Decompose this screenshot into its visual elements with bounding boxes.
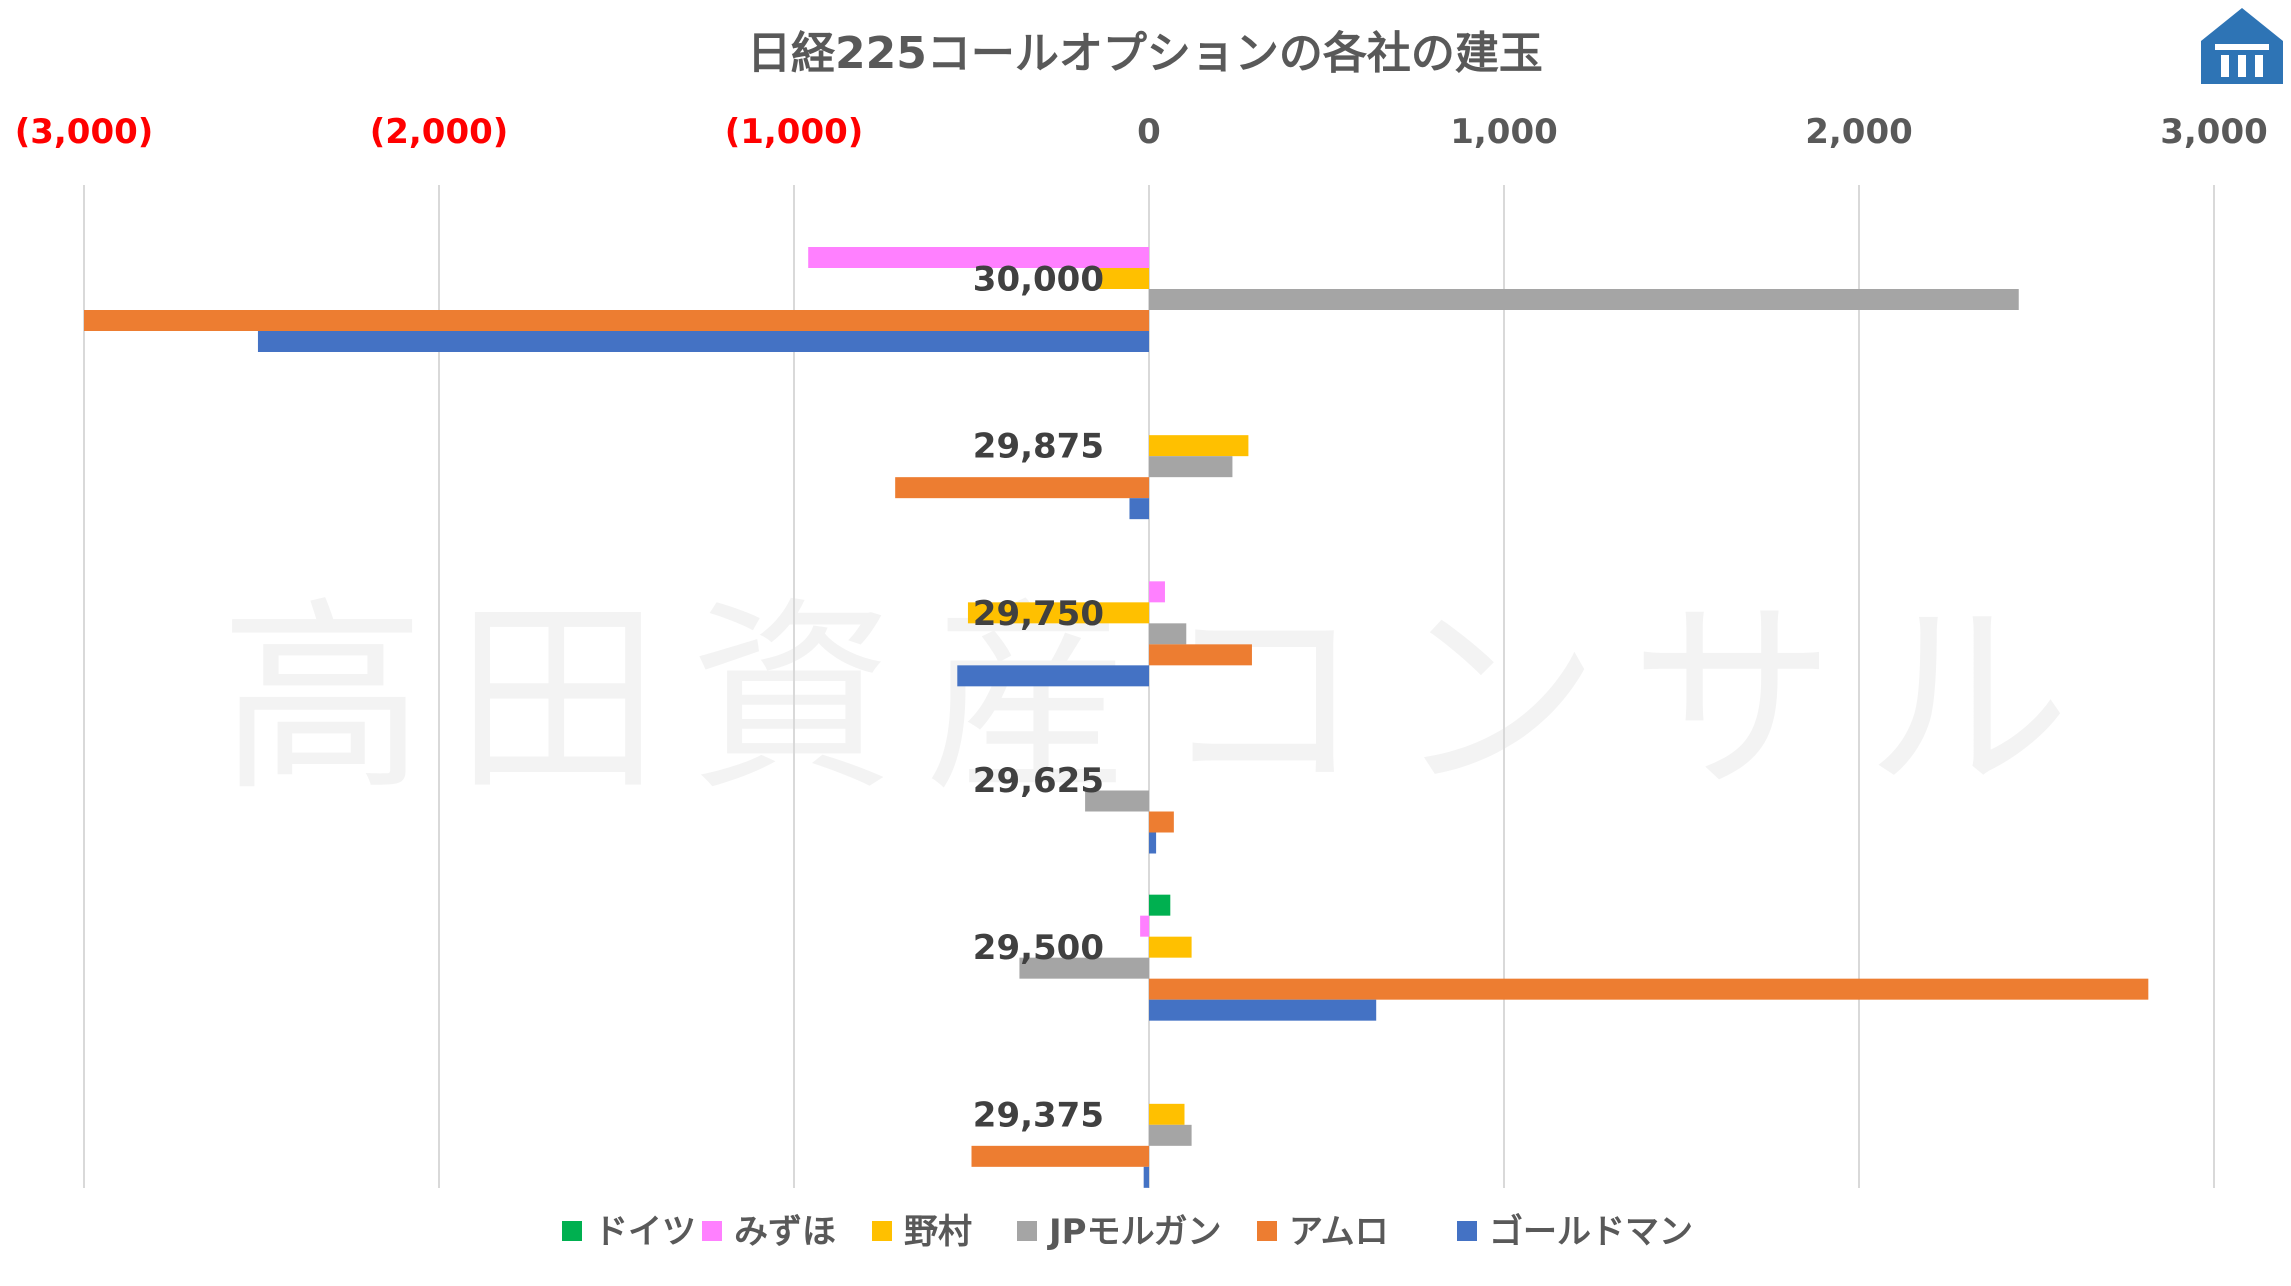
bar [1149,999,1377,1021]
category-label: 29,750 [973,594,1104,634]
bar [1149,456,1233,478]
legend-label: みずほ [734,1212,836,1252]
logo-bar-2 [2238,55,2246,77]
bar [1149,289,2019,310]
legend-swatch [562,1221,582,1241]
bar [1149,936,1192,958]
legend-swatch [1017,1221,1037,1241]
legend-swatch [1457,1221,1477,1241]
category-label: 29,625 [973,761,1104,801]
bar [1149,978,2149,1000]
bar [971,1145,1149,1167]
x-tick-label: (2,000) [370,112,509,152]
legend-label: 野村 [904,1212,972,1252]
legend-label: アムロ [1289,1212,1389,1252]
bar [1149,644,1252,666]
bar [1149,1124,1192,1146]
bar [1085,790,1149,812]
bars [84,247,2149,1188]
x-axis-ticks: (3,000) (2,000) (1,000) 0 1,000 2,000 3,000 [15,112,2268,152]
bar [967,602,1149,624]
category-label: 29,375 [973,1095,1104,1135]
category-label: 29,500 [973,928,1104,968]
bar [84,310,1149,331]
x-tick-label: (3,000) [15,112,154,152]
legend-label: ドイツ [594,1212,696,1252]
logo [2201,8,2283,84]
logo-roof-stripe [2215,44,2269,50]
category-label: 30,000 [973,260,1104,300]
watermark: 高田資産コンサル [220,581,2100,819]
gridlines [83,185,2215,1188]
bar [957,665,1149,687]
bar [1019,957,1149,979]
category-labels: 30,000 29,875 29,750 29,625 29,500 29,375 [973,260,1104,1136]
bar [1129,498,1149,520]
x-tick-label: 3,000 [2160,112,2268,152]
legend-swatch [702,1221,722,1241]
legend-label: JPモルガン [1047,1212,1222,1252]
bar [1140,915,1149,937]
bar [1149,1103,1185,1125]
bar [1149,581,1165,603]
legend: ドイツ みずほ 野村 JPモルガン アムロ ゴールドマン [562,1212,1693,1252]
legend-swatch [1257,1221,1277,1241]
bar [1143,1166,1149,1188]
bar [808,247,1149,268]
chart-title: 日経225コールオプションの各社の建玉 [747,28,1543,79]
category-label: 29,875 [973,427,1104,467]
x-tick-label: 1,000 [1450,112,1558,152]
bar [257,331,1149,352]
bar [1149,832,1157,854]
bar [1149,811,1174,833]
x-tick-label: (1,000) [725,112,864,152]
bar [895,477,1149,499]
legend-swatch [872,1221,892,1241]
x-tick-label: 2,000 [1805,112,1913,152]
bar [1149,623,1187,645]
logo-bar-1 [2221,55,2229,77]
legend-label: ゴールドマン [1489,1212,1693,1252]
x-tick-label: 0 [1137,112,1161,152]
bar [1149,894,1171,916]
bar [1149,435,1249,457]
bar [1099,268,1149,289]
logo-bar-3 [2255,55,2263,77]
